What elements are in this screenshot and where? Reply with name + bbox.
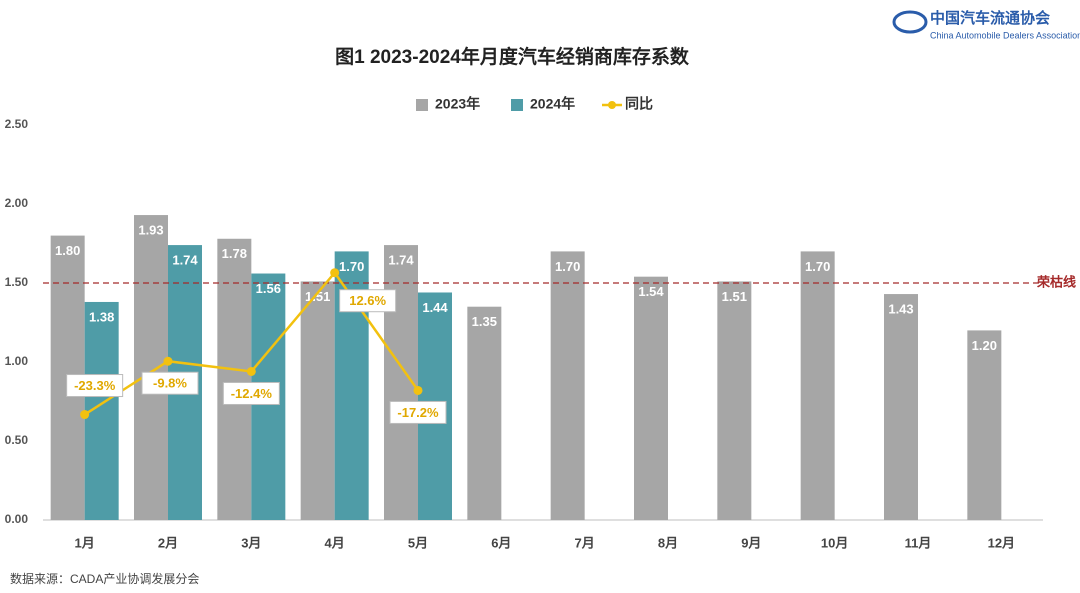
bar-value-label: 1.93: [138, 222, 163, 237]
bar: [884, 294, 918, 520]
x-tick-label: 8月: [658, 535, 678, 550]
bar: [134, 215, 168, 520]
y-tick-label: 2.50: [5, 117, 29, 131]
yoy-label: -12.4%: [231, 386, 273, 401]
bar-value-label: 1.80: [55, 243, 80, 258]
x-tick-label: 6月: [491, 535, 511, 550]
bar-value-label: 1.74: [388, 253, 414, 268]
yoy-point: [163, 356, 173, 366]
x-tick-label: 5月: [408, 535, 428, 550]
bar: [800, 251, 835, 520]
yoy-label-box: [222, 381, 280, 405]
yoy-label: -17.2%: [397, 405, 439, 420]
bar-value-label: 1.70: [805, 259, 830, 274]
reference-label: 荣枯线: [1036, 274, 1076, 289]
x-tick-label: 11月: [905, 535, 932, 550]
bar-value-label: 1.56: [256, 281, 281, 296]
yoy-label-box: [141, 371, 199, 395]
bar-value-label: 1.44: [422, 300, 448, 315]
legend-swatch: [511, 99, 523, 111]
yoy-label-box: [66, 374, 124, 398]
logo: 中国汽车流通协会 China Automobile Dealers Associ…: [892, 9, 1080, 40]
bar-value-label: 1.20: [972, 338, 997, 353]
yoy-label: 12.6%: [349, 293, 386, 308]
bar: [967, 330, 1002, 520]
x-tick-label: 12月: [988, 535, 1015, 550]
legend-label: 同比: [625, 96, 653, 112]
bar: [550, 251, 585, 520]
y-tick-label: 2.00: [5, 196, 29, 210]
bar: [634, 276, 668, 520]
bar-value-label: 1.70: [339, 259, 364, 274]
bar: [217, 238, 252, 520]
y-tick-label: 1.50: [5, 275, 29, 289]
bar-value-label: 1.78: [222, 246, 247, 261]
chart-title: 图1 2023-2024年月度汽车经销商库存系数: [335, 45, 690, 68]
bar-value-label: 1.74: [172, 253, 198, 268]
yoy-point: [80, 410, 90, 420]
bar: [300, 281, 335, 520]
yoy-point: [246, 366, 256, 376]
x-tick-label: 2月: [158, 535, 178, 550]
x-tick-label: 4月: [325, 535, 345, 550]
x-tick-label: 10月: [821, 535, 848, 550]
x-tick-label: 9月: [741, 535, 761, 550]
bar-value-label: 1.70: [555, 259, 580, 274]
source: 数据来源：CADA产业协调发展分会: [10, 571, 199, 586]
bar-value-label: 1.35: [472, 314, 497, 329]
y-tick-label: 0.50: [5, 433, 29, 447]
y-tick-label: 0.00: [5, 512, 29, 526]
x-tick-label: 7月: [575, 535, 595, 550]
bar-value-label: 1.43: [888, 301, 913, 316]
org-name-en: China Automobile Dealers Association: [930, 30, 1080, 40]
bar-value-label: 1.38: [89, 309, 114, 324]
y-tick-label: 1.00: [5, 354, 29, 368]
legend-dot: [608, 101, 616, 109]
legend-swatch: [416, 99, 428, 111]
yoy-point: [413, 385, 423, 395]
org-name: 中国汽车流通协会: [930, 9, 1050, 27]
yoy-label: -23.3%: [74, 378, 116, 393]
bar: [467, 306, 502, 520]
bar-value-label: 1.54: [638, 284, 664, 299]
yoy-point: [330, 268, 340, 278]
x-tick-label: 1月: [75, 535, 95, 550]
x-tick-label: 3月: [241, 535, 261, 550]
bar-value-label: 1.51: [722, 289, 747, 304]
logo-icon: [892, 10, 928, 34]
bar: [717, 281, 752, 520]
legend-label: 2023年: [435, 96, 480, 112]
yoy-label-box: [389, 400, 447, 424]
yoy-label-box: [339, 289, 397, 313]
yoy-label: -9.8%: [153, 376, 187, 391]
legend-label: 2024年: [530, 96, 575, 112]
